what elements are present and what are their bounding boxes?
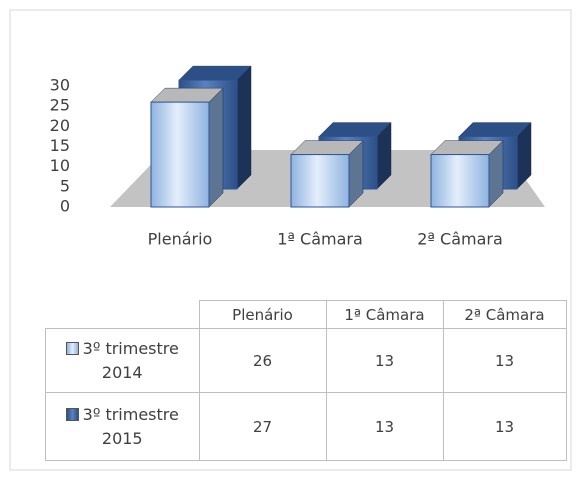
bar-side-shade [377, 122, 391, 189]
x-tick-label: Plenário [148, 230, 213, 249]
bar [150, 101, 210, 208]
bar [290, 154, 350, 208]
bar-side-shade [237, 66, 251, 189]
legend-swatch [65, 341, 79, 355]
header-row: Plenário 1ª Câmara 2ª Câmara [46, 300, 567, 329]
header-cell: 2ª Câmara [442, 300, 567, 329]
value-cell: 13 [442, 392, 567, 461]
x-tick-label: 2ª Câmara [417, 230, 503, 249]
bar-side-shade [349, 140, 363, 207]
y-tick-label: 25 [50, 96, 70, 115]
value-cell: 27 [198, 392, 327, 461]
y-tick-label: 20 [50, 116, 70, 135]
value-cell: 13 [442, 328, 567, 393]
header-cell: Plenário [198, 300, 327, 329]
value-cell: 26 [198, 328, 327, 393]
chart-border [9, 9, 572, 471]
bar-side-shade [209, 88, 223, 207]
legend-entry: 3º trimestre 2015 [62, 403, 182, 451]
blank-cell [46, 301, 200, 329]
y-tick-label: 15 [50, 136, 70, 155]
data-row: 3º trimestre 2014 26 13 13 [45, 328, 567, 393]
x-tick-label: 1ª Câmara [277, 230, 363, 249]
legend-swatch [65, 407, 79, 421]
data-table: Plenário 1ª Câmara 2ª Câmara 3º trimestre 2… [45, 300, 567, 461]
legend-entry: 3º trimestre 2014 [62, 337, 182, 385]
data-row: 3º trimestre 2015 27 13 13 [45, 392, 567, 461]
legend-cell: 3º trimestre 2014 [45, 328, 200, 393]
y-tick-label: 30 [50, 76, 70, 95]
value-cell: 13 [325, 392, 444, 461]
bar-side-shade [489, 140, 503, 207]
legend-cell: 3º trimestre 2015 [45, 392, 200, 461]
y-tick-label: 0 [60, 197, 70, 216]
header-cell: 1ª Câmara [325, 300, 444, 329]
bar [430, 154, 490, 208]
y-tick-label: 10 [50, 156, 70, 175]
y-tick-label: 5 [60, 176, 70, 195]
legend-label: 3º trimestre 2015 [82, 404, 179, 448]
bar-side-shade [517, 122, 531, 189]
legend-label: 3º trimestre 2014 [82, 338, 179, 382]
value-cell: 13 [325, 328, 444, 393]
